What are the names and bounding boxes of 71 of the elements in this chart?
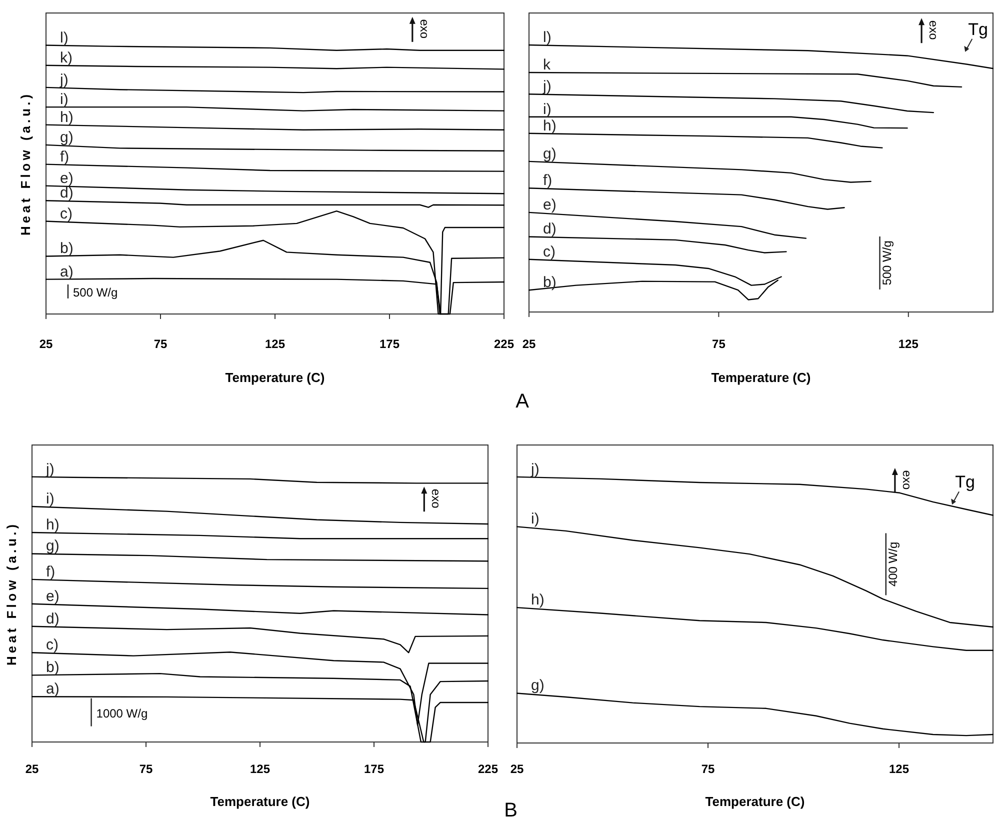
series-label: f) [543, 172, 552, 190]
x-tick-label: 25 [522, 337, 536, 351]
series-label: g) [543, 145, 556, 162]
x-tick-label: 75 [701, 762, 716, 776]
series-label: l) [60, 29, 68, 46]
series-label: i) [543, 100, 552, 118]
series-label: j) [530, 460, 540, 478]
series-label: g) [60, 128, 74, 146]
text: B [504, 799, 518, 822]
x-tick-label: 75 [154, 337, 168, 351]
x-tick-label: 25 [510, 762, 524, 776]
series-label: j) [59, 71, 68, 88]
annotation: exo [900, 470, 914, 490]
series-label: c) [543, 243, 556, 260]
series-label: h) [531, 592, 544, 609]
series-label: i) [531, 510, 540, 528]
x-tick-label: 75 [712, 337, 726, 351]
series-label: b) [60, 240, 74, 258]
x-tick-label: 225 [478, 762, 498, 776]
series-label: c) [46, 636, 58, 654]
annotation: Tg [955, 472, 975, 492]
series-label: f) [60, 148, 70, 166]
series-label: e) [60, 170, 74, 187]
x-axis-title: Temperature (C) [210, 794, 310, 809]
y-axis-title: Heat Flow (a.u.) [4, 521, 19, 666]
x-tick-label: 175 [379, 337, 400, 351]
x-tick-label: 125 [250, 762, 270, 776]
series-label: d) [60, 184, 74, 202]
series-label: a) [60, 263, 74, 280]
x-tick-label: 175 [364, 762, 384, 776]
text: exo [417, 19, 432, 39]
series-label: i) [60, 91, 68, 108]
series-label: b) [543, 274, 556, 292]
x-axis-title: Temperature (C) [225, 370, 325, 385]
series-label: e) [543, 196, 556, 214]
series-label: j) [45, 460, 54, 478]
text: exo [926, 20, 941, 40]
series-label: h) [60, 108, 74, 126]
annotation: 1000 W/g [96, 706, 148, 720]
series-label: k [543, 56, 551, 74]
x-tick-label: 125 [889, 762, 910, 776]
series-label: k) [60, 49, 72, 66]
series-label: i) [46, 490, 54, 508]
text: A [516, 390, 530, 412]
series-label: d) [46, 610, 60, 628]
annotation: 400 W/g [886, 542, 900, 587]
annotation: 500 W/g [72, 285, 118, 300]
series-label: e) [46, 588, 60, 605]
x-tick-label: 25 [39, 337, 53, 351]
annotation: exo [429, 488, 444, 509]
series-label: b) [46, 659, 60, 676]
series-label: g) [46, 538, 60, 555]
series-label: f) [46, 563, 56, 580]
y-axis-title: Heat Flow (a.u.) [18, 91, 33, 236]
x-tick-label: 125 [264, 337, 286, 351]
series-label: g) [531, 677, 544, 694]
x-axis-title: Temperature (C) [711, 370, 811, 385]
x-tick-label: 75 [139, 762, 153, 776]
annotation: 500 W/g [880, 240, 894, 286]
series-label: h) [46, 516, 60, 534]
series-label: a) [46, 680, 60, 698]
series-label: j) [542, 78, 552, 96]
x-axis-title: Temperature (C) [705, 794, 805, 809]
series-label: d) [543, 220, 556, 238]
x-tick-label: 225 [494, 337, 514, 351]
series-label: c) [60, 205, 72, 222]
x-tick-label: 125 [898, 337, 919, 351]
x-tick-label: 25 [25, 762, 39, 776]
text: Tg [968, 20, 988, 39]
series-label: l) [543, 29, 552, 46]
series-label: h) [543, 117, 556, 134]
